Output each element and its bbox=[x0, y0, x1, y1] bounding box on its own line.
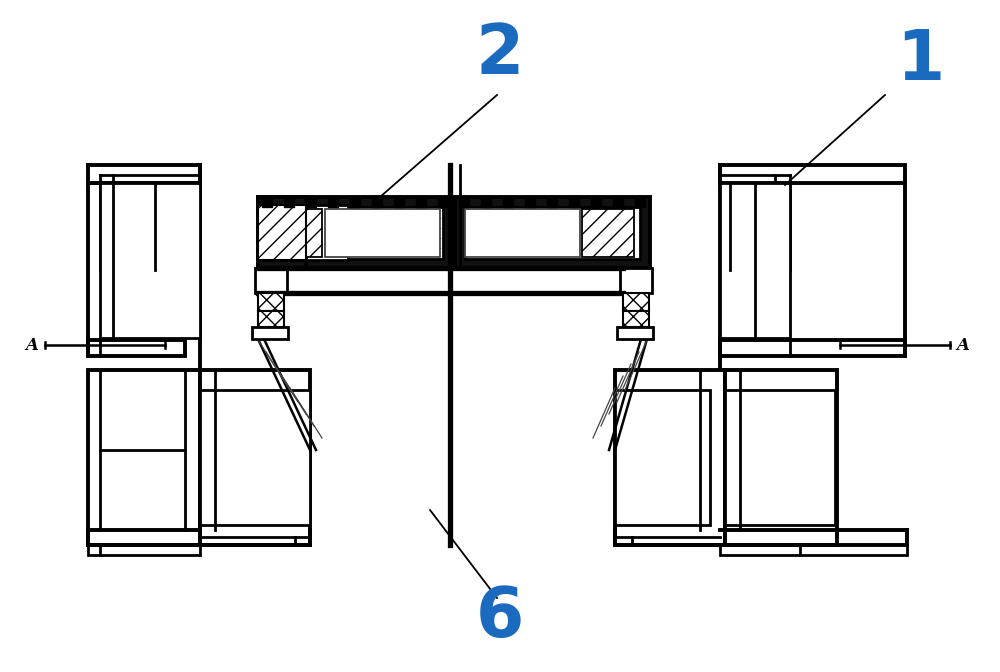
Bar bbox=[258, 205, 306, 260]
Bar bbox=[613, 197, 623, 207]
Bar bbox=[481, 197, 491, 207]
Bar bbox=[525, 197, 535, 207]
Bar bbox=[503, 197, 513, 207]
Bar bbox=[284, 197, 294, 207]
Bar bbox=[270, 209, 322, 257]
Bar bbox=[350, 197, 360, 207]
Bar bbox=[591, 197, 601, 207]
Bar bbox=[465, 207, 640, 259]
Bar bbox=[306, 197, 316, 207]
Bar bbox=[635, 197, 645, 207]
Bar bbox=[725, 370, 837, 545]
Bar bbox=[465, 209, 580, 257]
Bar bbox=[615, 390, 710, 525]
Bar bbox=[268, 207, 443, 259]
Text: 1: 1 bbox=[896, 26, 944, 93]
Bar bbox=[328, 197, 338, 207]
Bar bbox=[582, 209, 634, 257]
Bar bbox=[100, 183, 200, 338]
Bar bbox=[88, 370, 200, 545]
Text: 2: 2 bbox=[476, 22, 524, 89]
Bar bbox=[720, 183, 790, 338]
Bar bbox=[325, 209, 440, 257]
Text: A: A bbox=[25, 337, 38, 353]
Bar bbox=[569, 197, 579, 207]
Bar bbox=[620, 268, 652, 293]
Bar bbox=[262, 197, 272, 207]
Bar bbox=[617, 327, 653, 339]
Bar bbox=[200, 370, 310, 545]
Bar bbox=[455, 197, 650, 268]
Bar bbox=[459, 197, 469, 207]
Bar bbox=[255, 268, 287, 293]
Bar bbox=[306, 205, 348, 260]
Bar bbox=[258, 311, 284, 327]
Bar bbox=[372, 197, 382, 207]
Text: 6: 6 bbox=[476, 585, 524, 651]
Bar bbox=[615, 370, 725, 545]
Bar bbox=[258, 293, 284, 311]
Bar bbox=[725, 390, 835, 525]
Bar bbox=[394, 197, 404, 207]
Bar bbox=[547, 197, 557, 207]
Text: A: A bbox=[956, 337, 969, 353]
Bar bbox=[438, 197, 448, 207]
Bar bbox=[416, 197, 426, 207]
Bar bbox=[623, 311, 649, 327]
Bar bbox=[200, 390, 310, 525]
Bar bbox=[258, 197, 453, 268]
Bar bbox=[252, 327, 288, 339]
Bar bbox=[258, 197, 306, 268]
Bar bbox=[623, 293, 649, 311]
